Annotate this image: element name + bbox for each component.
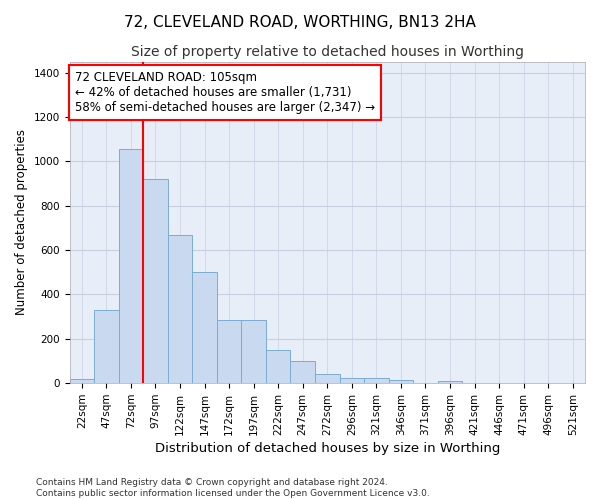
- Bar: [290, 361, 315, 383]
- Bar: [241, 320, 266, 383]
- Text: 72 CLEVELAND ROAD: 105sqm
← 42% of detached houses are smaller (1,731)
58% of se: 72 CLEVELAND ROAD: 105sqm ← 42% of detac…: [74, 71, 375, 114]
- Title: Size of property relative to detached houses in Worthing: Size of property relative to detached ho…: [131, 45, 524, 59]
- X-axis label: Distribution of detached houses by size in Worthing: Distribution of detached houses by size …: [155, 442, 500, 455]
- Bar: [119, 148, 143, 383]
- Bar: [168, 234, 192, 383]
- Y-axis label: Number of detached properties: Number of detached properties: [15, 130, 28, 316]
- Bar: [364, 378, 389, 383]
- Bar: [266, 350, 290, 383]
- Bar: [315, 374, 340, 383]
- Bar: [389, 380, 413, 383]
- Bar: [94, 310, 119, 383]
- Bar: [438, 381, 462, 383]
- Bar: [192, 272, 217, 383]
- Bar: [143, 179, 168, 383]
- Bar: [340, 378, 364, 383]
- Text: 72, CLEVELAND ROAD, WORTHING, BN13 2HA: 72, CLEVELAND ROAD, WORTHING, BN13 2HA: [124, 15, 476, 30]
- Bar: [70, 379, 94, 383]
- Bar: [217, 320, 241, 383]
- Text: Contains HM Land Registry data © Crown copyright and database right 2024.
Contai: Contains HM Land Registry data © Crown c…: [36, 478, 430, 498]
